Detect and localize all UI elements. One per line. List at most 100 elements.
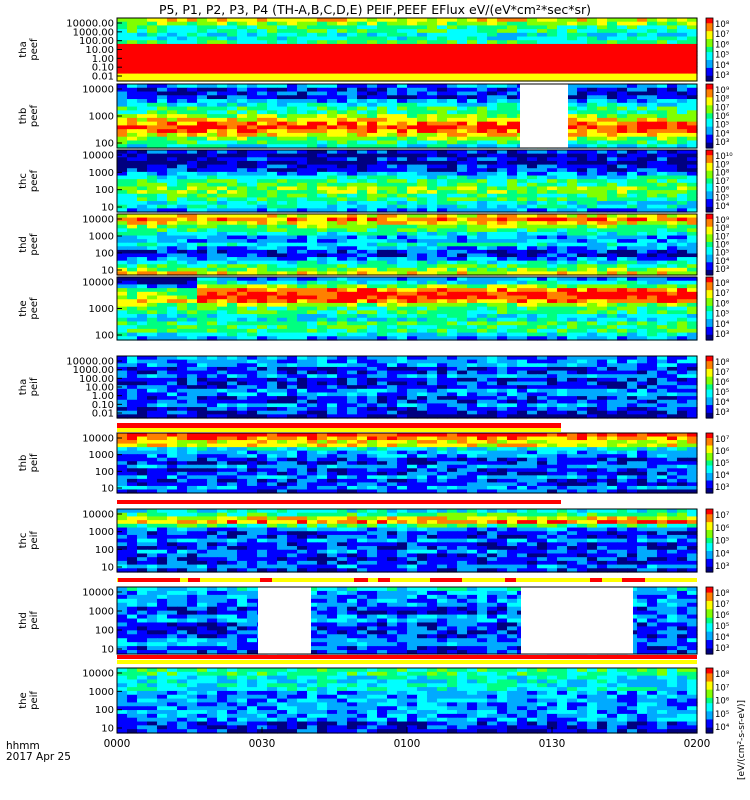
heatmap-cell <box>257 106 268 111</box>
heatmap-cell <box>647 306 658 311</box>
heatmap-cell <box>527 235 538 240</box>
heatmap-cell <box>507 117 518 123</box>
heatmap-cell <box>217 249 228 255</box>
heatmap-cell <box>527 214 538 219</box>
heatmap-cell <box>667 217 678 222</box>
heatmap-cell <box>377 117 388 123</box>
heatmap-cell <box>297 55 308 60</box>
heatmap-cell <box>157 317 168 323</box>
heatmap-cell <box>407 246 418 251</box>
heatmap-cell <box>387 18 398 23</box>
heatmap-cell <box>477 221 488 226</box>
heatmap-cell <box>317 106 328 111</box>
heatmap-cell <box>277 214 288 219</box>
heatmap-cell <box>187 325 198 330</box>
heatmap-cell <box>667 175 678 180</box>
heatmap-cell <box>487 201 498 206</box>
heatmap-cell <box>617 253 628 258</box>
heatmap-cell <box>367 310 378 315</box>
heatmap-cell <box>377 284 388 289</box>
heatmap-cell <box>407 242 418 247</box>
heatmap-cell <box>257 193 268 199</box>
heatmap-cell <box>367 58 378 64</box>
heatmap-cell <box>637 73 648 78</box>
heatmap-cell <box>267 73 278 78</box>
heatmap-cell <box>577 284 588 289</box>
heatmap-cell <box>427 32 438 38</box>
heatmap-cell <box>237 95 248 100</box>
heatmap-cell <box>207 91 218 96</box>
heatmap-cell <box>577 153 588 158</box>
heatmap-cell <box>557 29 568 34</box>
heatmap-cell <box>267 197 278 202</box>
heatmap-cell <box>197 18 208 23</box>
heatmap-cell <box>487 171 498 177</box>
heatmap-cell <box>277 328 288 334</box>
heatmap-cell <box>387 140 398 145</box>
heatmap-cell <box>317 117 328 123</box>
heatmap-cell <box>297 295 308 300</box>
heatmap-cell <box>567 114 578 119</box>
heatmap-cell <box>477 21 488 27</box>
heatmap-cell <box>447 267 458 273</box>
heatmap-cell <box>197 114 208 119</box>
heatmap-cell <box>637 235 648 240</box>
heatmap-cell <box>507 246 518 251</box>
heatmap-cell <box>287 197 298 202</box>
heatmap-cell <box>527 62 538 67</box>
heatmap-cell <box>217 277 228 282</box>
heatmap-cell <box>237 77 248 82</box>
heatmap-cell <box>337 91 348 96</box>
heatmap-cell <box>357 121 368 127</box>
heatmap-cell <box>417 36 428 41</box>
heatmap-cell <box>207 271 218 276</box>
heatmap-cell <box>437 197 448 202</box>
heatmap-cell <box>287 310 298 315</box>
heatmap-cell <box>627 182 638 188</box>
heatmap-cell <box>287 231 298 237</box>
heatmap-cell <box>407 157 418 162</box>
heatmap-cell <box>317 21 328 27</box>
heatmap-cell <box>407 295 418 300</box>
heatmap-cell <box>227 157 238 162</box>
heatmap-cell <box>567 106 578 111</box>
heatmap-cell <box>227 235 238 240</box>
heatmap-cell <box>257 62 268 67</box>
colorbar-tick-label: 10⁷ <box>715 177 730 187</box>
heatmap-cell <box>487 253 498 258</box>
heatmap-cell <box>407 77 418 82</box>
heatmap-cell <box>347 179 358 184</box>
heatmap-cell <box>247 190 258 195</box>
heatmap-cell <box>677 55 688 60</box>
heatmap-cell <box>197 69 208 75</box>
heatmap-cell <box>167 260 178 265</box>
heatmap-cell <box>397 257 408 262</box>
heatmap-cell <box>307 69 318 75</box>
heatmap-cell <box>297 73 308 78</box>
heatmap-cell <box>307 125 318 130</box>
heatmap-cell <box>667 242 678 247</box>
heatmap-cell <box>437 235 448 240</box>
heatmap-cell <box>397 91 408 96</box>
heatmap-cell <box>287 325 298 330</box>
heatmap-cell <box>477 157 488 162</box>
heatmap-cell <box>117 179 128 184</box>
heatmap-cell <box>647 299 658 304</box>
heatmap-cell <box>127 18 138 23</box>
heatmap-cell <box>667 197 678 202</box>
heatmap-cell <box>137 190 148 195</box>
heatmap-cell <box>247 239 258 244</box>
heatmap-cell <box>327 66 338 71</box>
heatmap-cell <box>647 121 658 127</box>
heatmap-cell <box>527 58 538 64</box>
colorbar-segment <box>706 199 713 203</box>
heatmap-cell <box>287 132 298 138</box>
heatmap-cell <box>397 295 408 300</box>
heatmap-cell <box>457 197 468 202</box>
heatmap-cell <box>117 217 128 222</box>
heatmap-cell <box>537 314 548 319</box>
heatmap-cell <box>457 32 468 38</box>
heatmap-cell <box>177 40 188 45</box>
heatmap-cell <box>257 95 268 100</box>
heatmap-cell <box>167 235 178 240</box>
